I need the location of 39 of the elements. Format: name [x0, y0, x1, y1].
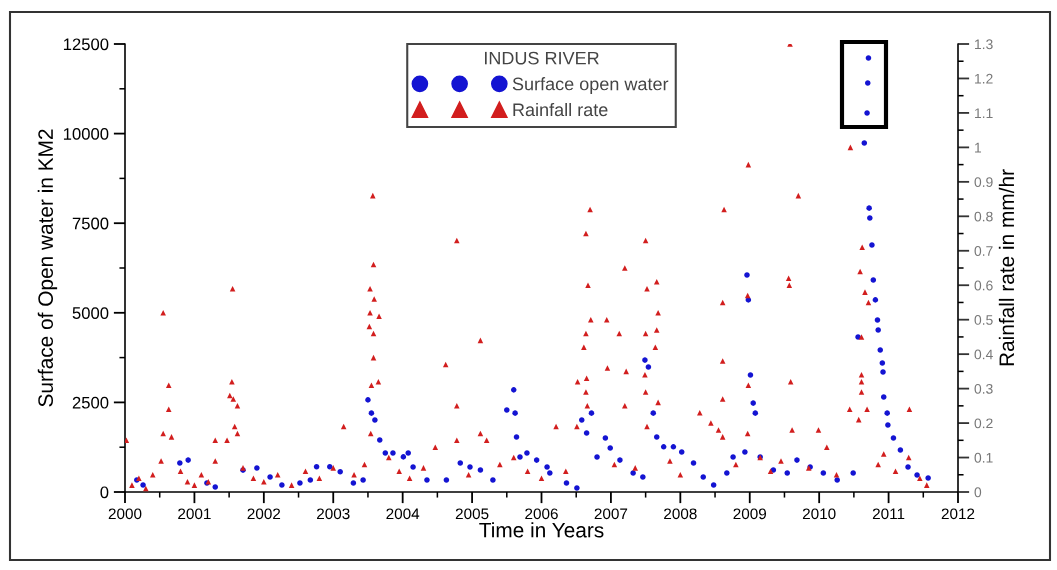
x-tick-label: 2009: [733, 508, 767, 520]
x-tick-label: 2003: [317, 508, 350, 520]
y2-tick-label: 0.8: [974, 211, 993, 222]
x-tick-label: 2012: [941, 508, 975, 520]
y2-tick-label: 0.3: [974, 383, 993, 394]
y2-tick-label: 1: [975, 142, 982, 153]
y-tick-label: 12500: [63, 38, 109, 51]
y-axis-title: Surface of Open water in KM2: [37, 129, 58, 407]
y-tick-label: 2500: [72, 396, 109, 409]
x-tick-label: 2006: [525, 508, 558, 520]
y2-tick-label: 1.2: [975, 73, 993, 84]
x-tick-label: 2000: [108, 508, 142, 520]
y2-tick-label: 0: [974, 487, 982, 498]
legend-label: Surface open water: [512, 77, 669, 94]
y2-tick-label: 0.7: [974, 246, 993, 256]
x-tick-label: 2004: [386, 508, 420, 520]
y2-tick-label: 0.1: [974, 452, 993, 463]
y2-tick-label: 0.2: [974, 418, 993, 429]
x-tick-label: 2007: [594, 508, 628, 520]
y2-tick-label: 0.9: [974, 177, 993, 188]
legend-title: INDUS RIVER: [484, 51, 599, 65]
y-tick-label: 0: [100, 486, 109, 499]
x-tick-label: 2011: [872, 508, 905, 520]
x-tick-label: 2010: [802, 508, 836, 520]
y2-tick-label: 0.4: [974, 349, 993, 360]
y2-tick-label: 1.3: [975, 39, 993, 50]
y2-axis-title: Rainfall rate in mm/hr: [998, 169, 1015, 366]
y-tick-label: 5000: [72, 307, 109, 319]
y-tick-label: 10000: [63, 128, 109, 140]
y-tick-label: 7500: [72, 217, 109, 230]
y2-tick-label: 0.6: [974, 280, 993, 291]
y2-tick-label: 1.1: [975, 108, 993, 118]
y2-tick-label: 0.5: [974, 315, 993, 325]
x-tick-label: 2005: [455, 508, 489, 520]
legend-label: Rainfall rate: [513, 102, 608, 117]
x-tick-label: 2001: [178, 508, 211, 520]
x-tick-label: 2002: [247, 508, 281, 520]
x-axis-title: Time in Years: [479, 522, 604, 538]
x-tick-label: 2008: [664, 508, 697, 520]
